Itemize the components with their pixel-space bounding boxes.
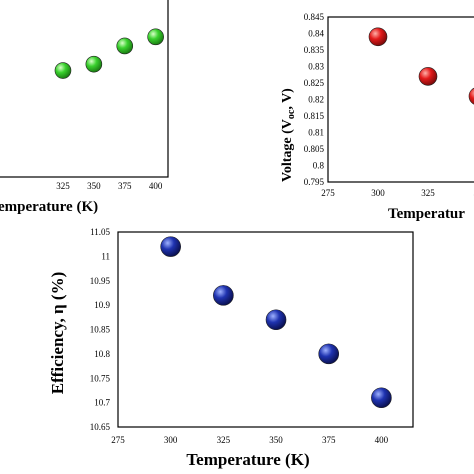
data-point-green <box>85 55 103 73</box>
data-point-blue <box>213 285 234 306</box>
y-tick-label: 11 <box>101 251 110 261</box>
y-tick-label: 10.7 <box>94 398 110 408</box>
x-tick-label: 300 <box>371 188 385 198</box>
data-point-green <box>54 62 72 79</box>
data-point-blue <box>160 236 181 257</box>
y-tick-label: 0.815 <box>304 111 325 121</box>
x-tick-label: 325 <box>421 188 435 198</box>
y-tick-label: 0.83 <box>308 62 324 72</box>
y-tick-label: 0.82 <box>308 95 324 105</box>
y-ticks-voltage: 0.795 0.8 0.805 0.81 0.815 0.82 0.825 0.83 0.835… <box>304 12 325 187</box>
y-tick-label: 0.845 <box>304 12 325 22</box>
y-tick-label: 10.75 <box>90 373 111 383</box>
y-tick-label: 0.81 <box>308 128 324 138</box>
chart-efficiency: 10.6510.710.7510.810.8510.910.951111.05 … <box>48 227 414 469</box>
markers-efficiency <box>160 236 392 409</box>
data-point-blue <box>265 309 287 331</box>
y-axis-title-voltage: Voltage (Voc, V) <box>280 88 297 182</box>
x-tick-label: 350 <box>269 435 283 445</box>
chart-green: 325 350 375 400 emperature (K) <box>0 0 169 215</box>
x-axis-title-green: emperature (K) <box>0 199 98 215</box>
plot-frame-efficiency <box>117 231 414 428</box>
chart-voltage: 0.795 0.8 0.805 0.81 0.815 0.82 0.825 0.83 0.835… <box>280 12 474 222</box>
x-tick-label: 325 <box>217 435 231 445</box>
x-tick-label: 350 <box>87 181 101 191</box>
x-tick-label: 275 <box>111 435 125 445</box>
x-tick-label: 375 <box>322 435 336 445</box>
y-tick-label: 0.805 <box>304 144 325 154</box>
y-tick-label: 10.85 <box>90 325 111 335</box>
data-point-red <box>368 27 388 47</box>
x-tick-label: 400 <box>375 435 389 445</box>
x-tick-label: 300 <box>164 435 178 445</box>
y-tick-label: 0.825 <box>304 78 325 88</box>
y-tick-label: 10.8 <box>94 349 110 359</box>
y-tick-label: 0.8 <box>313 161 325 171</box>
plot-frame-green <box>0 0 169 178</box>
x-tick-label: 400 <box>149 181 163 191</box>
plot-frame-voltage <box>327 16 474 183</box>
y-tick-label: 10.65 <box>90 422 111 432</box>
x-axis-title-efficiency: Temperature (K) <box>186 450 309 469</box>
data-point-red <box>418 67 438 86</box>
markers-green <box>54 28 164 79</box>
y-tick-label: 0.795 <box>304 177 325 187</box>
data-point-green <box>147 28 164 46</box>
y-axis-title-efficiency: Efficiency, η (%) <box>48 272 67 395</box>
y-tick-label: 10.9 <box>94 300 110 310</box>
x-axis-title-voltage: Temperatur <box>388 206 465 222</box>
data-point-green <box>116 37 134 55</box>
y-tick-label: 0.835 <box>304 45 325 55</box>
x-ticks-green: 325 350 375 400 <box>56 181 163 191</box>
y-tick-label: 11.05 <box>90 227 110 237</box>
x-tick-label: 325 <box>56 181 70 191</box>
y-ticks-efficiency: 10.65 10.7 10.75 10.8 10.85 10.9 10.95 11 11.05 <box>90 227 111 432</box>
x-ticks-efficiency: 275 300 325 350 375 400 <box>111 435 388 445</box>
data-point-blue <box>318 343 340 365</box>
markers-voltage <box>368 27 474 105</box>
y-tick-label: 0.84 <box>308 29 324 39</box>
x-tick-label: 375 <box>118 181 132 191</box>
y-tick-label: 10.95 <box>90 276 111 286</box>
data-point-blue <box>371 387 392 409</box>
data-point-red <box>468 87 474 105</box>
x-tick-label: 275 <box>321 188 335 198</box>
